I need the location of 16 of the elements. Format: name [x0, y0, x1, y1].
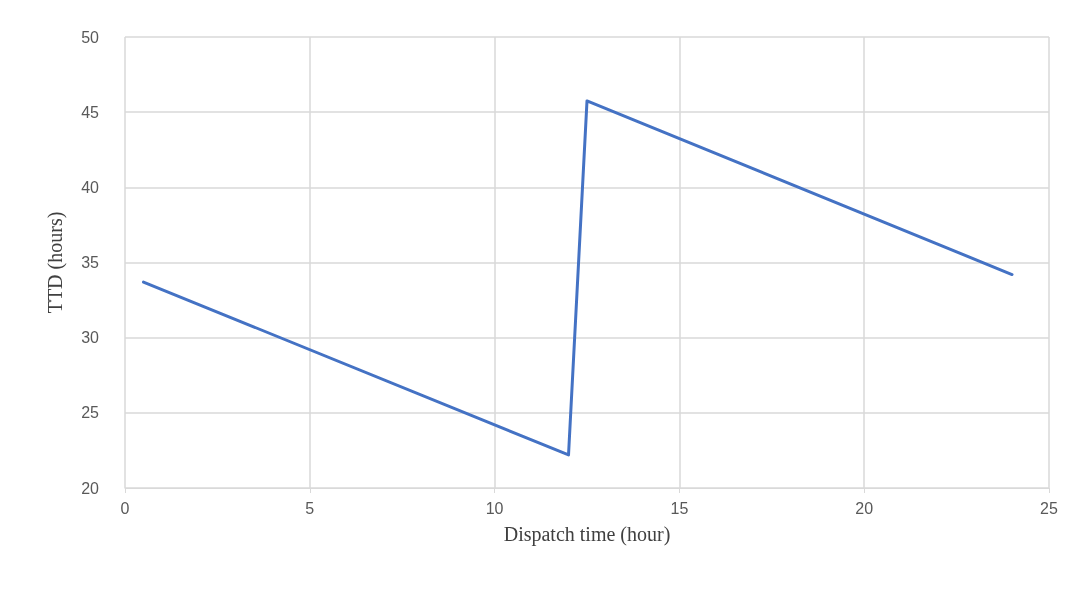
- x-axis-title: Dispatch time (hour): [503, 523, 671, 546]
- line-series: [141, 99, 1014, 457]
- x-tick-label: 0: [120, 499, 130, 517]
- y-tick-label: 50: [81, 28, 100, 46]
- y-tick-label: 45: [81, 103, 100, 121]
- y-tick-label: 40: [81, 178, 100, 196]
- x-tick-label: 5: [305, 499, 315, 517]
- y-axis-title: TTD (hours): [44, 211, 67, 314]
- x-tick-label: 25: [1040, 499, 1058, 517]
- x-tick-label: 20: [855, 499, 874, 517]
- y-tick-label: 20: [81, 479, 100, 497]
- x-tick-label: 10: [485, 499, 504, 517]
- y-tick-label: 35: [81, 254, 100, 271]
- y-tick-label: 25: [81, 404, 100, 422]
- y-tick-label: 30: [81, 329, 100, 347]
- x-tick-label: 15: [670, 499, 689, 517]
